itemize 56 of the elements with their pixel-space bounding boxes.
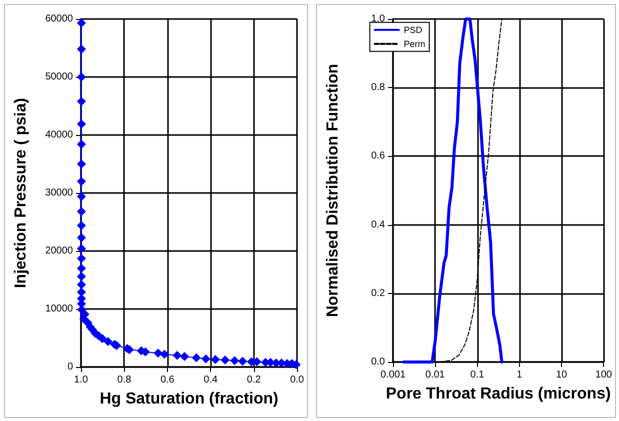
x-tick-label: 100 <box>595 370 612 380</box>
y-axis-title: Injection Pressure ( psia) <box>12 98 30 288</box>
point <box>76 160 86 168</box>
point <box>76 96 86 106</box>
y-tick-label: 0.0 <box>371 356 386 368</box>
legend-label: PSD <box>404 24 423 35</box>
x-tick-label: 10 <box>556 370 568 380</box>
x-tick-label: 0.01 <box>425 370 446 380</box>
y-tick-label: 1.0 <box>371 14 386 24</box>
x-tick-label: 1.0 <box>74 374 88 386</box>
point <box>230 356 240 366</box>
point <box>76 254 86 264</box>
point <box>201 354 210 364</box>
y-tick-label: 0.6 <box>371 150 386 162</box>
y-tick-label: 0.2 <box>371 288 386 299</box>
point <box>192 353 201 362</box>
legend-label: Perm <box>404 38 426 49</box>
x-tick-label: 0.1 <box>470 370 485 380</box>
point <box>76 220 86 230</box>
x-tick-label: 0.8 <box>117 374 132 386</box>
y-tick-label: 50000 <box>45 72 74 82</box>
point <box>76 119 86 128</box>
y-tick-label: 30000 <box>45 188 74 198</box>
point <box>76 176 86 186</box>
y-tick-label: 40000 <box>45 130 74 140</box>
point <box>180 352 189 362</box>
y-tick-label: 10000 <box>45 304 74 314</box>
point <box>76 272 86 282</box>
y-tick-label: 0.4 <box>371 219 386 230</box>
point <box>238 356 248 366</box>
y-tick-label: 60000 <box>45 14 74 24</box>
point <box>172 350 182 360</box>
point <box>210 354 220 364</box>
x-tick-label: 0.2 <box>246 374 262 386</box>
y-axis-title: Normalised Distribution Function <box>324 64 342 318</box>
point <box>98 334 107 344</box>
y-tick-label: 0 <box>67 362 74 372</box>
point <box>76 280 86 290</box>
point <box>220 356 230 365</box>
point <box>160 350 169 359</box>
point <box>76 207 86 216</box>
y-tick-label: 20000 <box>45 246 74 256</box>
point <box>76 140 86 149</box>
point <box>76 44 86 54</box>
x-tick-label: 0.6 <box>160 374 175 386</box>
point <box>76 264 86 273</box>
point <box>154 348 163 358</box>
point <box>76 233 86 242</box>
x-tick-label: 0.001 <box>380 370 406 380</box>
x-axis-title: Hg Saturation (fraction) <box>100 390 278 408</box>
y-tick-label: 0.8 <box>371 82 386 94</box>
x-tick-label: 1 <box>516 370 523 380</box>
point <box>104 336 113 346</box>
x-tick-label: 0.0 <box>290 374 304 386</box>
x-axis-title: Pore Throat Radius (microns) <box>386 386 611 402</box>
x-tick-label: 0.4 <box>204 374 218 386</box>
